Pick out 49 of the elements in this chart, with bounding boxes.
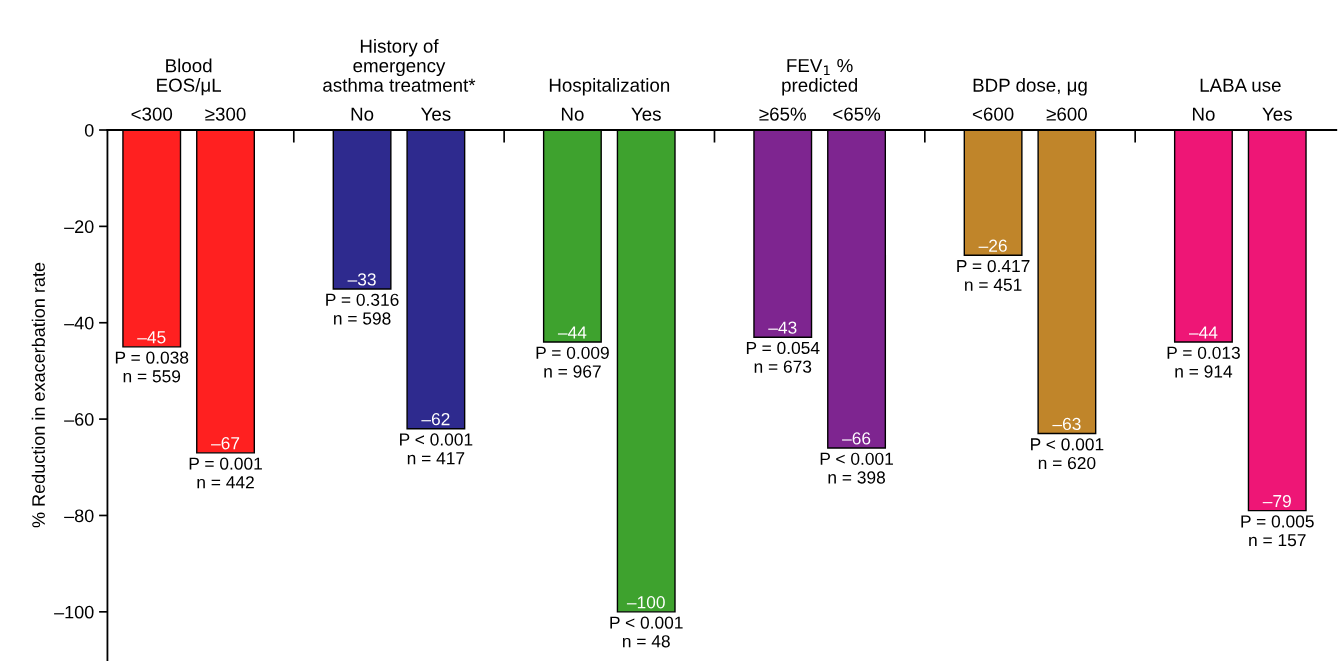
text: LABA use bbox=[1200, 78, 1281, 92]
data-label: –26 bbox=[978, 239, 1007, 252]
y-axis-title: % Reduction in exacerbation rate bbox=[31, 262, 45, 528]
annotation: P = 0.316 n = 598 bbox=[326, 293, 399, 325]
x-tick-label: Yes bbox=[631, 107, 661, 121]
x-tick-label: Yes bbox=[1262, 107, 1292, 121]
y-tick-label: –100 bbox=[54, 605, 94, 619]
annotation: P = 0.005 n = 157 bbox=[1241, 515, 1314, 547]
annotation: P = 0.013 n = 914 bbox=[1167, 346, 1240, 378]
data-label: –44 bbox=[1188, 326, 1218, 339]
data-label: –79 bbox=[1262, 494, 1291, 508]
text: Hospitalization bbox=[549, 78, 670, 96]
x-tick-label: No bbox=[561, 107, 584, 121]
x-tick-label: No bbox=[351, 107, 374, 121]
data-label: –66 bbox=[842, 432, 871, 445]
x-tick-label: ≥65% bbox=[759, 107, 806, 121]
data-label: –100 bbox=[626, 596, 665, 609]
x-tick-label: <65% bbox=[833, 107, 881, 121]
x-tick-label: ≥300 bbox=[205, 107, 246, 121]
data-label: –63 bbox=[1052, 417, 1081, 431]
data-label: –33 bbox=[347, 273, 376, 286]
annotation: P = 0.009 n = 967 bbox=[536, 346, 609, 378]
x-tick-label: <300 bbox=[131, 107, 173, 121]
text: BDP dose, μg bbox=[973, 78, 1087, 96]
annotation: P = 0.417 n = 451 bbox=[957, 259, 1030, 291]
data-label: –67 bbox=[211, 437, 240, 450]
annotation: P = 0.054 n = 673 bbox=[746, 341, 820, 373]
annotation: P = 0.038 n = 559 bbox=[115, 351, 189, 383]
text: Blood EOS/μL bbox=[157, 58, 222, 96]
x-tick-label: <600 bbox=[972, 107, 1014, 121]
y-tick-label: –60 bbox=[64, 413, 94, 426]
annotation: P < 0.001 n = 48 bbox=[610, 616, 683, 648]
x-tick-label: No bbox=[1192, 107, 1215, 121]
x-tick-label: Yes bbox=[420, 107, 451, 121]
data-label: –45 bbox=[137, 331, 166, 344]
y-tick-label: –20 bbox=[64, 220, 94, 234]
y-tick-label: –80 bbox=[64, 509, 94, 523]
data-label: –62 bbox=[421, 413, 450, 426]
annotation: P = 0.001 n = 442 bbox=[189, 457, 262, 489]
text: FEV$_{1}$ % predicted bbox=[782, 59, 858, 96]
annotation: P < 0.001 n = 398 bbox=[820, 452, 893, 484]
text: History of emergency asthma treatment* bbox=[323, 39, 476, 92]
annotation: P < 0.001 n = 417 bbox=[400, 433, 473, 465]
data-label: –44 bbox=[557, 326, 587, 339]
annotation: P < 0.001 n = 620 bbox=[1031, 438, 1104, 470]
x-tick-label: ≥600 bbox=[1046, 107, 1087, 121]
y-tick-label: 0 bbox=[84, 123, 94, 137]
data-label: –43 bbox=[768, 321, 797, 334]
y-tick-label: –40 bbox=[64, 316, 94, 330]
